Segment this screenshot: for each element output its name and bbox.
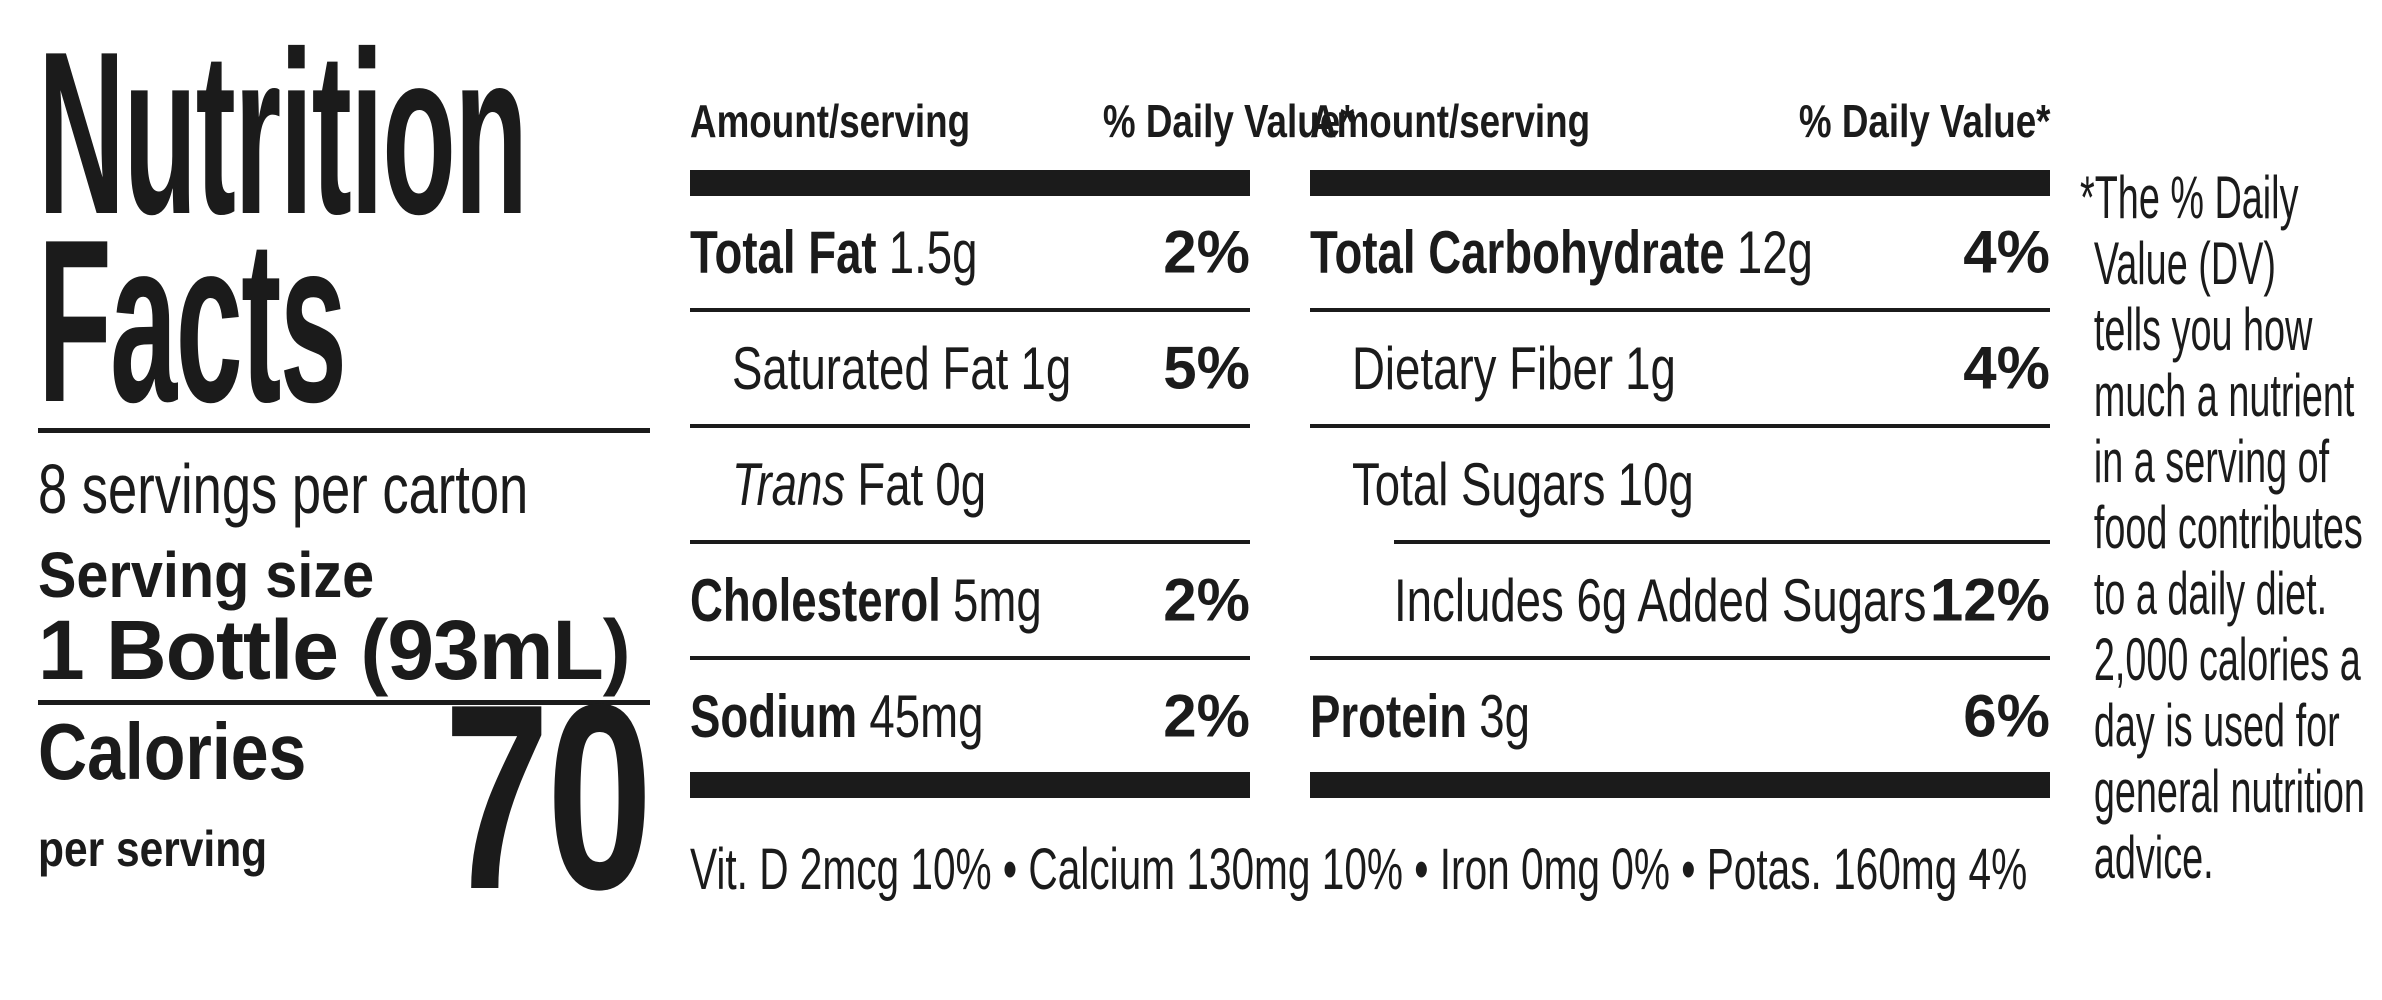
footnote-line: *The % Daily bbox=[2080, 164, 2299, 231]
page-title: Nutrition Facts bbox=[38, 4, 528, 451]
row-trans-fat: Trans Fat 0g bbox=[732, 450, 987, 518]
footnote-line: food contributes bbox=[2093, 494, 2363, 561]
row-divider bbox=[690, 656, 1250, 660]
nutrient-column-right: Amount/serving % Daily Value* Total Carbo… bbox=[1310, 0, 2050, 1000]
row-divider bbox=[690, 308, 1250, 312]
footnote-line: general nutrition bbox=[2093, 758, 2365, 825]
title-line-2: Facts bbox=[38, 191, 347, 451]
thick-divider-bar bbox=[1310, 772, 2050, 798]
daily-value-percent: 2% bbox=[1163, 218, 1250, 286]
title-line-1: Nutrition bbox=[38, 4, 528, 263]
daily-value-header: % Daily Value* bbox=[1103, 95, 1355, 147]
thick-divider-bar bbox=[1310, 170, 2050, 196]
row-total-sugars: Total Sugars 10g bbox=[1352, 450, 1694, 518]
footnote-line: in a serving of bbox=[2093, 428, 2330, 495]
row-saturated-fat: Saturated Fat 1g 5% bbox=[732, 334, 1250, 402]
row-sodium: Sodium 45mg 2% bbox=[690, 682, 1250, 750]
calories-label: Calories bbox=[38, 707, 307, 796]
nutrient-rows: Total Fat 1.5g 2% Saturated Fat 1g 5% Trans F… bbox=[690, 196, 1250, 772]
calories-value: 70 bbox=[444, 648, 653, 944]
row-dietary-fiber: Dietary Fiber 1g 4% bbox=[1352, 334, 2050, 402]
nutrient-rows: Total Carbohydrate 12g 4% Dietary Fiber 1g 4… bbox=[1310, 196, 2050, 772]
calories-section: Calories per serving 70 bbox=[38, 648, 653, 944]
row-divider-indented bbox=[1394, 540, 2050, 544]
daily-value-footnote: *The % Daily Value (DV) tells you how mu… bbox=[2080, 165, 2382, 891]
footnote-line: advice. bbox=[2093, 824, 2214, 891]
calories-labels: Calories per serving bbox=[38, 706, 354, 894]
daily-value-percent: 5% bbox=[1163, 334, 1250, 402]
amount-per-serving-header: Amount/serving bbox=[690, 95, 971, 147]
serving-size-value: 1 Bottle (93mL) bbox=[38, 603, 631, 697]
daily-value-header: % Daily Value* bbox=[1798, 95, 2050, 147]
thick-divider-bar bbox=[690, 772, 1250, 798]
footnote-line: Value (DV) bbox=[2093, 230, 2276, 297]
daily-value-percent: 2% bbox=[1163, 682, 1250, 750]
serving-size-label: Serving size bbox=[38, 539, 375, 611]
row-added-sugars: Includes 6g Added Sugars 12% bbox=[1394, 566, 2050, 634]
nutrient-column-left: Amount/serving % Daily Value* Total Fat 1.… bbox=[690, 0, 1355, 1000]
amount-per-serving-header: Amount/serving bbox=[1310, 95, 1591, 147]
column-header: Amount/serving % Daily Value* bbox=[1310, 94, 2050, 148]
divider bbox=[38, 428, 650, 433]
divider bbox=[38, 700, 650, 705]
row-divider bbox=[690, 424, 1250, 428]
row-divider bbox=[1310, 424, 2050, 428]
row-protein: Protein 3g 6% bbox=[1310, 682, 2050, 750]
row-divider bbox=[690, 540, 1250, 544]
row-divider bbox=[1310, 308, 2050, 312]
thick-divider-bar bbox=[690, 170, 1250, 196]
row-cholesterol: Cholesterol 5mg 2% bbox=[690, 566, 1250, 634]
footnote-line: 2,000 calories a bbox=[2093, 626, 2361, 693]
daily-value-percent: 4% bbox=[1963, 334, 2050, 402]
row-total-fat: Total Fat 1.5g 2% bbox=[690, 218, 1250, 286]
footnote-line: day is used for bbox=[2093, 692, 2340, 759]
daily-value-percent: 2% bbox=[1163, 566, 1250, 634]
footnote-line: much a nutrient bbox=[2093, 362, 2355, 429]
footnote-line: to a daily diet. bbox=[2093, 560, 2328, 627]
daily-value-percent: 12% bbox=[1929, 566, 2050, 634]
daily-value-percent: 6% bbox=[1963, 682, 2050, 750]
daily-value-percent: 4% bbox=[1963, 218, 2050, 286]
micronutrients-line: Vit. D 2mcg 10% • Calcium 130mg 10% • Ir… bbox=[690, 837, 2028, 902]
column-header: Amount/serving % Daily Value* bbox=[690, 94, 1355, 148]
footnote-line: tells you how bbox=[2093, 296, 2313, 363]
servings-per-carton: 8 servings per carton bbox=[38, 450, 529, 528]
row-divider bbox=[1310, 656, 2050, 660]
calories-sublabel: per serving bbox=[38, 821, 268, 877]
row-total-carbohydrate: Total Carbohydrate 12g 4% bbox=[1310, 218, 2050, 286]
